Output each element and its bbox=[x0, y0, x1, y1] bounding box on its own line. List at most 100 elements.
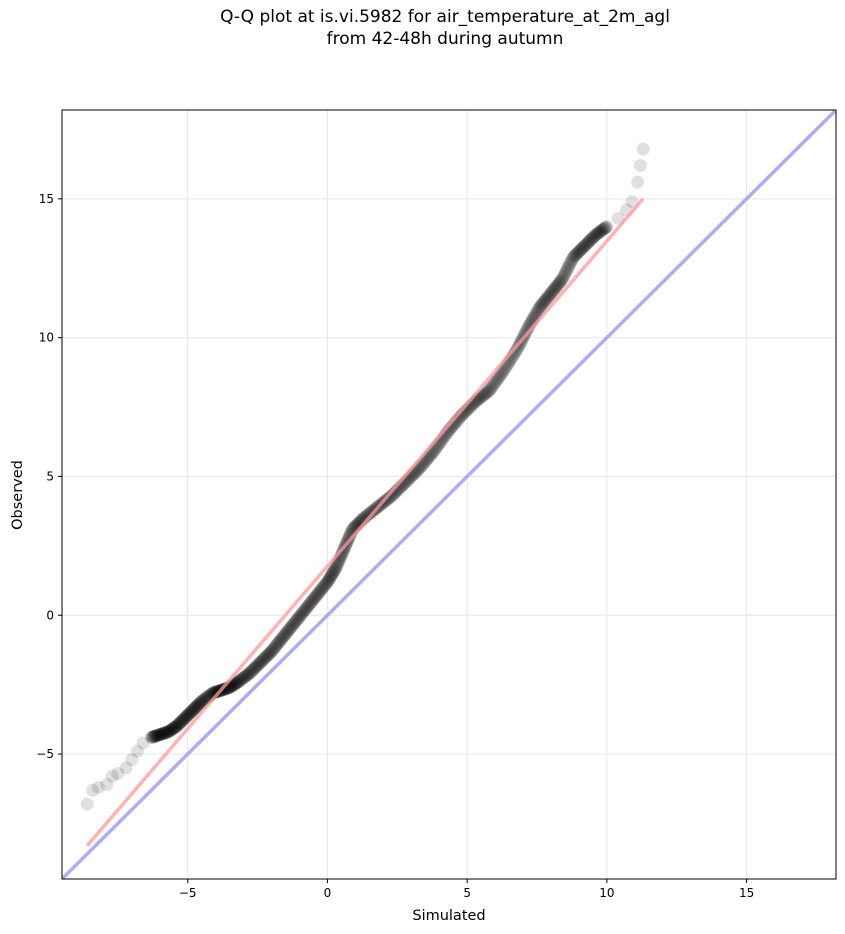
quantile-point bbox=[567, 249, 581, 263]
quantile-point bbox=[170, 719, 184, 733]
quantile-point bbox=[185, 704, 199, 718]
quantile-point bbox=[272, 635, 286, 649]
quantile-point bbox=[312, 586, 326, 600]
quantile-point bbox=[153, 728, 167, 742]
quantile-point bbox=[177, 712, 191, 726]
quantile-point bbox=[289, 615, 303, 629]
quantile-point bbox=[286, 618, 300, 632]
quantile-point bbox=[173, 716, 187, 730]
quantile-point bbox=[247, 662, 261, 676]
x-axis-ticks: −5 0 5 10 15 bbox=[179, 879, 754, 900]
quantile-point bbox=[146, 730, 160, 744]
y-tick-label: 15 bbox=[39, 192, 54, 206]
quantile-point bbox=[287, 617, 301, 631]
quantile-point bbox=[191, 698, 205, 712]
quantile-point bbox=[542, 288, 556, 302]
quantile-point bbox=[543, 287, 557, 301]
quantile-point bbox=[316, 580, 330, 594]
quantile-point bbox=[192, 697, 206, 711]
quantile-point bbox=[251, 658, 265, 672]
quantile-point bbox=[582, 234, 596, 248]
quantile-point bbox=[540, 291, 554, 305]
quantile-point bbox=[174, 715, 188, 729]
quantile-point bbox=[169, 720, 183, 734]
y-axis-label: Observed bbox=[10, 460, 26, 530]
quantile-point bbox=[592, 226, 606, 240]
quantile-point bbox=[327, 564, 341, 578]
quantile-point bbox=[308, 591, 322, 605]
quantile-point bbox=[633, 159, 647, 173]
quantile-point bbox=[545, 285, 559, 299]
quantile-point bbox=[311, 587, 325, 601]
quantile-point bbox=[298, 603, 312, 617]
quantile-point bbox=[487, 378, 501, 392]
quantile-point bbox=[324, 569, 338, 583]
quantile-point bbox=[256, 653, 270, 667]
quantile-point bbox=[209, 685, 223, 699]
quantile-point bbox=[164, 723, 178, 737]
quantile-point bbox=[237, 671, 251, 685]
quantile-point bbox=[273, 634, 287, 648]
quantile-point bbox=[180, 709, 194, 723]
quantile-point bbox=[328, 562, 342, 576]
quantile-point bbox=[295, 607, 309, 621]
quantile-point bbox=[290, 613, 304, 627]
quantile-point bbox=[534, 299, 548, 313]
quantile-point bbox=[492, 370, 506, 384]
quantile-point bbox=[549, 280, 563, 294]
quantile-point bbox=[636, 142, 650, 156]
quantile-point bbox=[579, 237, 593, 251]
quantile-point bbox=[323, 571, 337, 585]
quantile-point bbox=[150, 728, 164, 742]
quantile-point bbox=[270, 637, 284, 651]
quantile-point bbox=[248, 661, 262, 675]
quantile-point bbox=[611, 211, 625, 225]
quantile-point bbox=[261, 648, 275, 662]
quantile-point bbox=[183, 706, 197, 720]
quantile-point bbox=[485, 381, 499, 395]
quantile-point bbox=[260, 649, 274, 663]
quantile-point bbox=[322, 573, 336, 587]
quantile-point bbox=[556, 271, 570, 285]
quantile-point bbox=[315, 582, 329, 596]
quantile-point bbox=[180, 709, 194, 723]
quantile-point bbox=[546, 284, 560, 298]
quantile-point bbox=[481, 385, 495, 399]
quantile-point bbox=[253, 656, 267, 670]
quantile-point bbox=[384, 490, 398, 504]
quantile-point bbox=[362, 507, 376, 521]
quantile-point bbox=[159, 726, 173, 740]
quantile-point bbox=[569, 248, 583, 262]
quantile-point bbox=[161, 725, 175, 739]
quantile-point bbox=[257, 652, 271, 666]
quantile-point bbox=[335, 546, 349, 560]
quantile-point bbox=[591, 226, 605, 240]
quantile-point bbox=[296, 606, 310, 620]
plot-frame bbox=[61, 109, 837, 880]
quantile-point bbox=[317, 579, 331, 593]
quantile-points bbox=[80, 142, 650, 811]
quantile-point bbox=[536, 296, 550, 310]
chart-title-line-2: from 42-48h during autumn bbox=[326, 29, 564, 49]
quantile-point bbox=[265, 643, 279, 657]
quantile-point bbox=[265, 644, 279, 658]
quantile-point bbox=[158, 726, 172, 740]
quantile-point bbox=[176, 713, 190, 727]
quantile-point bbox=[321, 574, 335, 588]
quantile-point bbox=[486, 379, 500, 393]
quantile-point bbox=[159, 725, 173, 739]
quantile-point bbox=[266, 642, 280, 656]
quantile-point bbox=[249, 659, 263, 673]
quantile-point bbox=[291, 612, 305, 626]
quantile-point bbox=[537, 295, 551, 309]
quantile-point bbox=[322, 572, 336, 586]
quantile-point bbox=[329, 561, 343, 575]
quantile-point bbox=[565, 253, 579, 267]
quantile-point bbox=[231, 675, 245, 689]
quantile-point bbox=[578, 239, 592, 253]
quantile-point bbox=[566, 250, 580, 264]
quantile-point bbox=[186, 703, 200, 717]
quantile-point bbox=[158, 726, 172, 740]
quantile-point bbox=[280, 626, 294, 640]
quantile-point bbox=[238, 670, 252, 684]
